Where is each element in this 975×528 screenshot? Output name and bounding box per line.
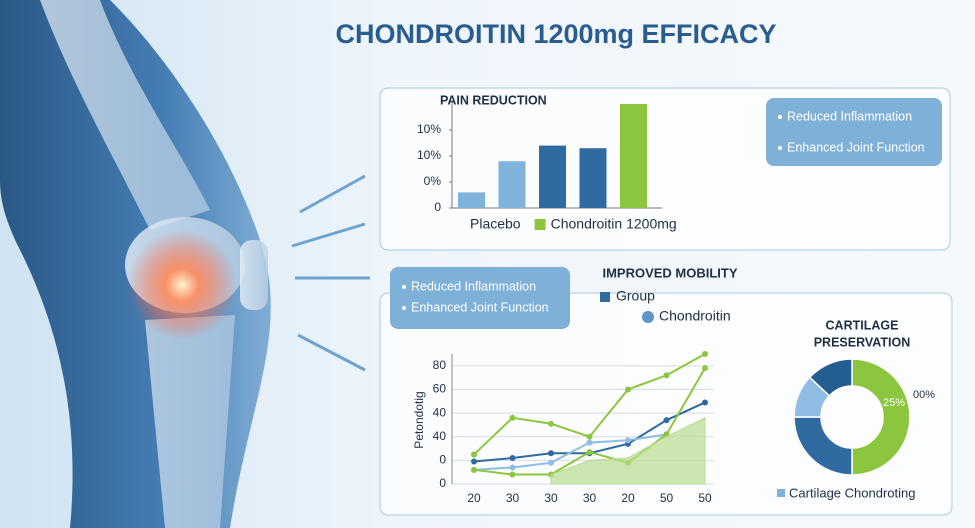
x-tick-label: 30 — [583, 491, 597, 505]
info-item: Reduced Inflammation — [787, 109, 912, 123]
bar — [620, 104, 647, 208]
y-tick-label: 10% — [417, 122, 441, 136]
patella — [240, 240, 268, 310]
legend-marker — [642, 311, 654, 323]
point — [471, 458, 477, 465]
annotation: 25% — [883, 397, 905, 409]
bullet — [402, 285, 406, 289]
y-tick-label: 40 — [433, 429, 447, 443]
bar — [579, 148, 607, 208]
pain-glow — [127, 230, 237, 340]
point — [586, 439, 593, 446]
point — [702, 351, 708, 357]
y-tick-label: 40 — [433, 405, 447, 419]
legend-label: Chondroitin 1200mg — [551, 216, 677, 232]
y-tick-label: 0 — [434, 200, 441, 214]
area — [550, 417, 706, 485]
annotation: 00% — [913, 389, 935, 401]
info-item: Enhanced Joint Function — [411, 300, 549, 314]
bar — [458, 192, 485, 208]
point — [548, 450, 554, 457]
y-tick-label: 0 — [439, 453, 446, 467]
x-tick-label: 50 — [660, 491, 674, 505]
chart-title: CARTILAGE — [826, 318, 899, 332]
point — [509, 471, 516, 478]
info-item: Reduced Inflammation — [411, 279, 536, 293]
y-tick-label: 0 — [439, 476, 446, 490]
point — [471, 466, 477, 473]
info-box — [390, 267, 570, 329]
y-axis-label: Petondotig — [412, 391, 426, 448]
bullet — [402, 306, 406, 310]
bullet — [778, 146, 782, 150]
point — [625, 386, 631, 393]
legend-swatch — [777, 489, 785, 497]
point — [702, 399, 708, 406]
legend-marker — [600, 292, 610, 302]
point — [548, 459, 554, 466]
point — [625, 437, 631, 444]
y-tick-label: 10% — [417, 148, 441, 162]
info-box — [766, 98, 942, 166]
femur — [40, 0, 210, 230]
point — [702, 365, 708, 372]
line — [473, 433, 667, 471]
info-item: Enhanced Joint Function — [787, 140, 925, 154]
x-tick-label: 20 — [467, 491, 481, 505]
bullet — [778, 115, 782, 119]
y-tick-label: 60 — [433, 382, 447, 396]
legend-swatch — [534, 219, 546, 230]
x-tick-label: 30 — [506, 491, 520, 505]
bar — [539, 145, 566, 208]
page-title: CHONDROITIN 1200mg EFFICACY — [335, 19, 776, 49]
chart-title: PRESERVATION — [814, 335, 911, 349]
y-tick-label: 80 — [433, 358, 447, 372]
point — [471, 451, 477, 458]
legend-label: Cartilage Chondroting — [789, 485, 915, 500]
donut-segment — [808, 358, 853, 397]
chart-title: IMPROVED MOBILITY — [602, 265, 737, 280]
point — [509, 455, 516, 461]
point — [663, 372, 670, 379]
legend-label: Placebo — [470, 216, 521, 232]
point — [586, 449, 593, 456]
tibia — [145, 315, 235, 528]
point — [548, 420, 554, 427]
mobility-panel — [379, 292, 953, 516]
x-tick-label: 20 — [621, 491, 635, 505]
legend-label: Chondroitin — [659, 308, 731, 324]
arrows — [291, 174, 370, 372]
donut-segment — [851, 358, 911, 476]
legend-label: Group — [616, 288, 655, 304]
bar — [498, 161, 526, 208]
point — [509, 414, 516, 421]
x-tick-label: 30 — [544, 491, 558, 505]
point — [663, 417, 670, 424]
chart-title: PAIN REDUCTION — [440, 93, 547, 107]
y-tick-label: 0% — [424, 174, 442, 188]
point — [586, 433, 593, 440]
point — [509, 464, 516, 471]
x-tick-label: 50 — [698, 491, 712, 505]
